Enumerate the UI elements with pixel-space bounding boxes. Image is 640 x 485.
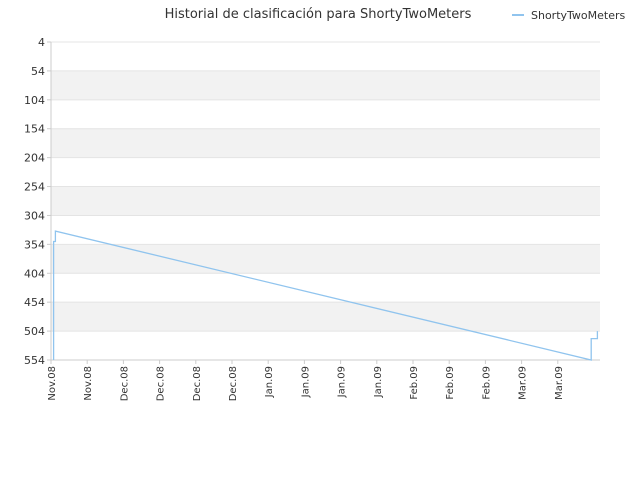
y-tick-label: 204 <box>24 152 45 165</box>
plot-band <box>51 128 600 158</box>
y-tick-label: 104 <box>24 94 45 107</box>
plot-band <box>51 157 600 187</box>
legend[interactable]: ShortyTwoMeters <box>512 9 626 22</box>
plot-band <box>51 331 600 360</box>
x-tick-label: Dec.08 <box>119 366 130 401</box>
x-tick-label: Mar.09 <box>518 366 529 400</box>
y-tick-label: 304 <box>24 209 45 222</box>
y-tick-label: 454 <box>24 296 45 309</box>
x-tick-label: Nov.08 <box>47 366 58 401</box>
plot-band <box>51 99 600 129</box>
y-tick-label: 504 <box>24 325 45 338</box>
x-tick-label: Dec.08 <box>156 366 167 401</box>
series-line-shortytwometers <box>52 230 599 361</box>
x-tick-label: Dec.08 <box>192 366 203 401</box>
x-tick-label: Dec.08 <box>228 366 239 401</box>
x-tick-label: Jan.09 <box>264 366 275 398</box>
y-tick-label: 404 <box>24 267 45 280</box>
x-tick-label: Mar.09 <box>554 366 565 400</box>
x-tick-label: Jan.09 <box>337 366 348 398</box>
y-tick-label: 354 <box>24 238 45 251</box>
grid-lines <box>47 41 600 361</box>
plot-band <box>51 42 600 71</box>
x-tick-label: Jan.09 <box>373 366 384 398</box>
x-axis-ticks: Nov.08 Nov.08 Dec.08 Dec.08 Dec.08 Dec.08 Jan.… <box>47 360 565 401</box>
plot-band <box>51 70 600 100</box>
plot-band <box>51 302 600 332</box>
y-tick-label: 254 <box>24 181 45 194</box>
y-tick-label: 554 <box>24 354 45 367</box>
plot-band <box>51 186 600 216</box>
y-tick-label: 54 <box>31 65 45 78</box>
plot-bands <box>51 42 600 360</box>
series-layer <box>52 230 599 361</box>
chart-title: Historial de clasificación para ShortyTw… <box>165 7 472 22</box>
plot-band <box>51 215 600 245</box>
legend-label-shortytwometers: ShortyTwoMeters <box>531 9 626 22</box>
y-tick-label: 154 <box>24 123 45 136</box>
x-tick-label: Feb.09 <box>481 366 492 400</box>
plot-band <box>51 244 600 274</box>
plot-band <box>51 273 600 303</box>
y-tick-label: 4 <box>38 36 45 49</box>
x-tick-label: Nov.08 <box>83 366 94 401</box>
x-tick-label: Feb.09 <box>445 366 456 400</box>
x-tick-label: Feb.09 <box>409 366 420 400</box>
x-tick-label: Jan.09 <box>300 366 311 398</box>
